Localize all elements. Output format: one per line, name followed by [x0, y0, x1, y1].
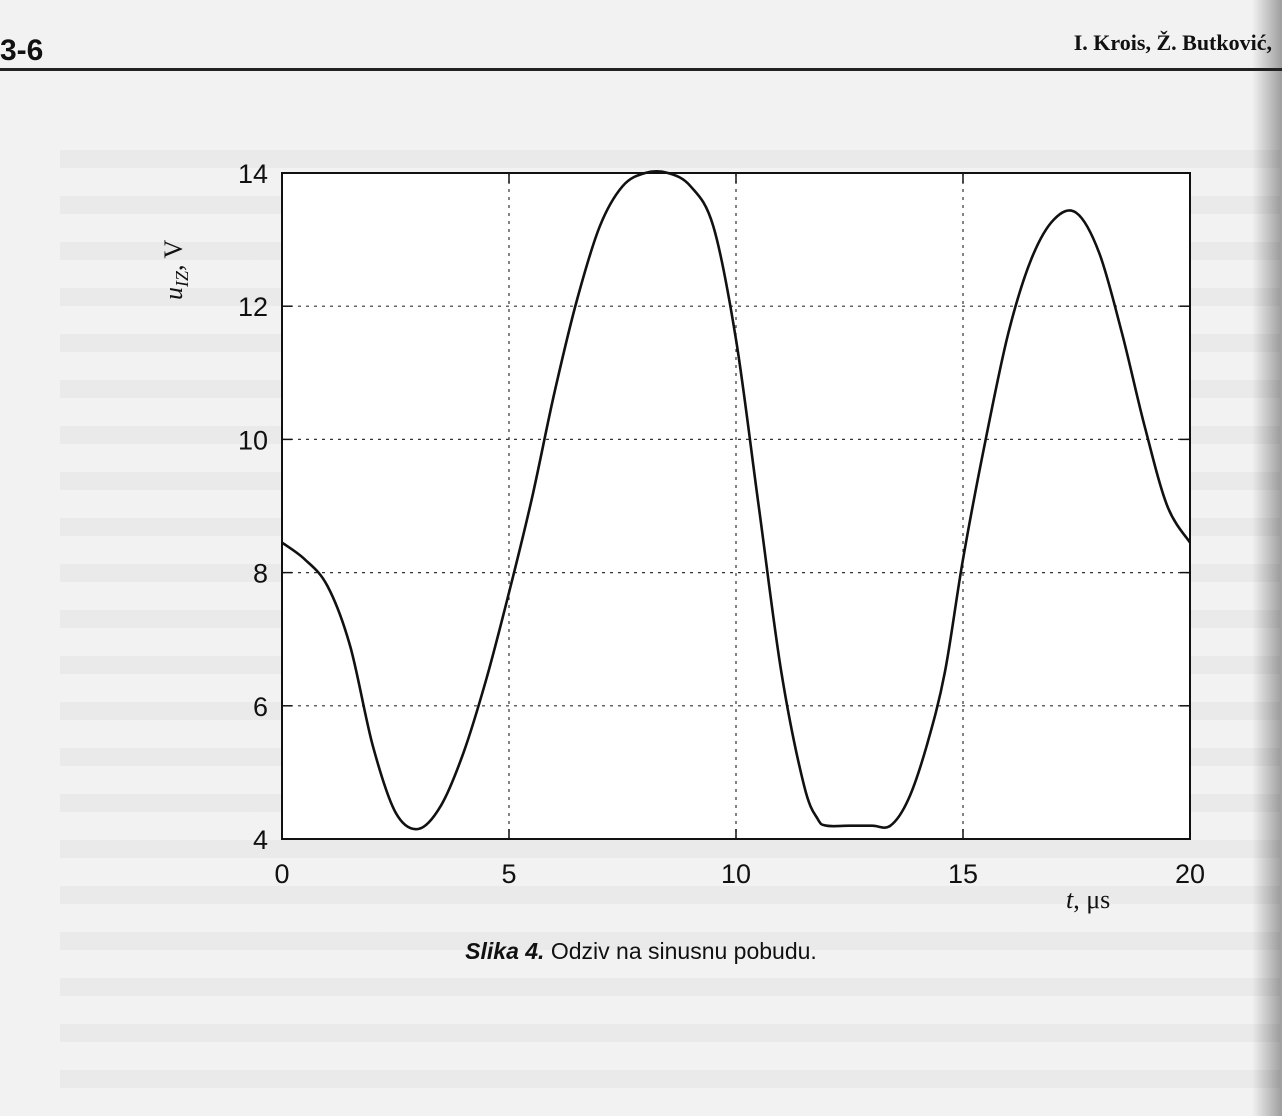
x-tick-label: 20 — [1175, 859, 1205, 889]
y-tick-label: 10 — [238, 425, 268, 455]
x-tick-label: 15 — [948, 859, 978, 889]
figure-number: Slika 4. — [465, 938, 545, 964]
caption-text: Odziv na sinusnu pobudu. — [550, 938, 817, 964]
y-axis-symbol: u — [159, 287, 188, 300]
x-tick-label: 0 — [274, 859, 289, 889]
x-tick-labels: 0 5 10 15 20 — [274, 859, 1205, 889]
response-curve — [281, 170, 1192, 831]
y-tick-labels: 4 6 8 10 12 14 — [238, 159, 268, 855]
page-edge-shadow — [1252, 0, 1282, 1116]
header-rule — [0, 68, 1282, 71]
authors-header: I. Krois, Ž. Butković, — [1073, 30, 1272, 55]
x-axis-label: t, μs — [1066, 885, 1110, 914]
y-axis-label: uIZ, V — [159, 239, 192, 300]
x-tick-label: 10 — [721, 859, 751, 889]
x-axis-symbol: t — [1066, 885, 1074, 914]
y-tick-label: 12 — [238, 292, 268, 322]
x-tick-label: 5 — [501, 859, 516, 889]
y-tick-label: 6 — [253, 692, 268, 722]
plot-area — [281, 172, 1191, 840]
x-axis-unit: , μs — [1073, 885, 1110, 914]
y-tick-label: 14 — [238, 159, 268, 189]
y-axis-unit: , V — [159, 239, 188, 271]
y-tick-label: 8 — [253, 559, 268, 589]
y-tick-label: 4 — [253, 825, 268, 855]
page-number: 3-6 — [0, 34, 44, 67]
y-axis-subscript: IZ — [172, 270, 192, 288]
grid — [282, 173, 1190, 839]
figure-caption: Slika 4. Odziv na sinusnu pobudu. — [0, 938, 1282, 965]
tick-marks — [281, 172, 1191, 840]
